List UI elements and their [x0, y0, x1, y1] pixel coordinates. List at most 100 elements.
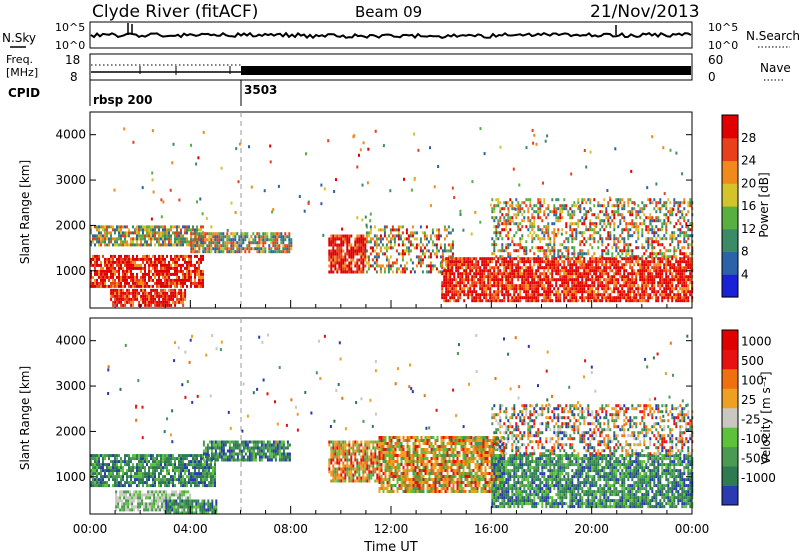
power-scatter-cell [573, 290, 576, 294]
power-scatter-cell [667, 257, 670, 261]
power-scatter-cell [356, 270, 359, 274]
power-scatter-cell [190, 260, 192, 264]
power-scatter-cell [94, 237, 96, 241]
power-scatter-cell [613, 216, 616, 220]
power-scatter-cell [659, 252, 662, 256]
velocity-scatter-cell [204, 460, 206, 464]
power-scatter-cell [126, 281, 128, 285]
velocity-scatter-cell [160, 466, 162, 470]
power-scatter-cell [535, 257, 538, 261]
power-scatter-cell [491, 252, 494, 256]
power-scatter-cell [112, 303, 115, 307]
power-scatter-cell [373, 234, 376, 238]
power-scatter-cell [387, 246, 390, 250]
power-scatter-cell [627, 275, 630, 279]
power-scatter-cell [184, 254, 186, 258]
power-scatter-cell [156, 272, 158, 276]
power-sparse-echo [178, 198, 181, 202]
power-scatter-cell [178, 281, 180, 285]
power-scatter-cell [198, 257, 200, 261]
power-scatter-cell [633, 225, 636, 229]
power-scatter-cell [461, 272, 464, 276]
power-scatter-cell [575, 299, 578, 303]
power-scatter-cell [178, 254, 180, 258]
power-scatter-cell [649, 228, 652, 232]
power-scatter-cell [100, 237, 102, 241]
power-scatter-cell [539, 293, 542, 297]
power-scatter-cell [651, 237, 654, 241]
power-scatter-cell [114, 272, 116, 276]
power-scatter-cell [567, 263, 570, 267]
power-scatter-cell [172, 272, 174, 276]
power-scatter-cell [479, 296, 482, 300]
velocity-scatter-cell [120, 484, 122, 488]
power-scatter-cell [164, 231, 166, 235]
power-scatter-cell [365, 261, 368, 265]
power-scatter-cell [160, 288, 163, 292]
power-scatter-cell [567, 252, 570, 256]
power-scatter-cell [471, 266, 474, 270]
power-scatter-cell [523, 287, 526, 291]
power-scatter-cell [360, 237, 363, 241]
power-scatter-cell [677, 219, 680, 223]
power-scatter-cell [441, 249, 444, 253]
power-scatter-cell [503, 263, 506, 267]
power-scatter-cell [399, 264, 402, 268]
power-sparse-echo [202, 130, 205, 134]
power-scatter-cell [513, 293, 516, 297]
velocity-scatter-cell [118, 475, 120, 479]
power-scatter-cell [659, 210, 662, 214]
power-scatter-cell [531, 240, 534, 244]
power-scatter-cell [563, 287, 566, 291]
power-scatter-cell [621, 275, 624, 279]
velocity-scatter-cell [116, 472, 118, 476]
power-scatter-cell [459, 290, 462, 294]
power-scatter-cell [236, 244, 239, 248]
power-scatter-cell [449, 284, 452, 288]
power-scatter-cell [276, 250, 279, 254]
velocity-scatter-cell [152, 484, 154, 488]
power-scatter-cell [553, 287, 556, 291]
power-scatter-cell [174, 288, 177, 292]
power-scatter-cell [116, 260, 118, 264]
power-scatter-cell [599, 278, 602, 282]
velocity-scatter-cell [132, 463, 134, 467]
power-scatter-cell [116, 288, 119, 292]
power-scatter-cell [609, 260, 612, 264]
power-scatter-cell [262, 244, 265, 248]
power-scatter-cell [447, 260, 450, 264]
power-scatter-cell [537, 198, 540, 202]
power-scatter-cell [593, 240, 596, 244]
power-scatter-cell [607, 260, 610, 264]
velocity-scatter-cell [192, 481, 194, 485]
power-scatter-cell [176, 284, 178, 288]
power-scatter-cell [657, 228, 660, 232]
power-scatter-cell [581, 222, 584, 226]
power-scatter-cell [356, 240, 359, 244]
power-scatter-cell [90, 269, 92, 273]
power-scatter-cell [158, 257, 160, 261]
power-scatter-cell [553, 278, 556, 282]
power-scatter-cell [563, 281, 566, 285]
power-scatter-cell [226, 250, 229, 254]
power-scatter-cell [605, 278, 608, 282]
power-scatter-cell [543, 260, 546, 264]
velocity-scatter-cell [116, 478, 118, 482]
power-scatter-cell [403, 264, 406, 268]
freq-tick-bottom: 8 [70, 70, 78, 84]
power-scatter-cell [375, 255, 378, 259]
velocity-scatter-cell [168, 481, 170, 485]
power-scatter-cell [483, 293, 486, 297]
velocity-scatter-cell [128, 475, 130, 479]
power-scatter-cell [130, 243, 132, 247]
power-scatter-cell [685, 231, 688, 235]
power-scatter-cell [481, 287, 484, 291]
power-scatter-cell [162, 284, 164, 288]
power-scatter-cell [499, 290, 502, 294]
velocity-scatter-cell [98, 466, 100, 470]
power-scatter-cell [156, 225, 158, 229]
power-scatter-cell [583, 252, 586, 256]
power-scatter-cell [284, 247, 287, 251]
power-scatter-cell [176, 240, 178, 244]
power-scatter-cell [519, 243, 522, 247]
